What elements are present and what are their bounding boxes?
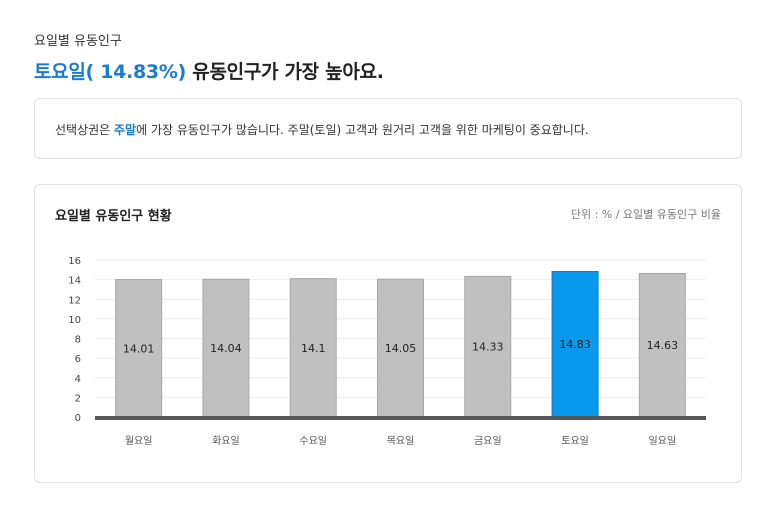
bar [115,279,163,418]
bar-value-label: 14.83 [559,338,591,351]
bar-value-label: 14.1 [301,342,326,355]
y-tick-label: 0 [75,413,81,424]
x-axis-baseline [95,416,706,420]
chart-title: 요일별 유동인구 현황 [55,209,172,224]
bar-value-label: 14.04 [210,342,242,355]
summary-highlight: 주말 [114,123,137,137]
bar [377,278,424,418]
bar-value-label: 14.63 [647,339,679,352]
chart-unit-label: 단위 : % / 요일별 유동인구 비율 [570,208,721,221]
bar-value-label: 14.33 [472,341,504,354]
bar [202,278,250,418]
x-category-label: 목요일 [387,435,415,447]
page-headline: 토요일( 14.83%) 유동인구가 가장 높아요. [34,57,384,84]
bar-value-label: 14.01 [123,342,155,355]
y-tick-label: 14 [68,276,81,287]
section-label: 요일별 유동인구 [34,34,122,49]
chart-card: 요일별 유동인구 현황 단위 : % / 요일별 유동인구 비율 0 2 4 6 8 10… [34,184,742,483]
headline-rest: 유동인구가 가장 높아요. [185,61,384,83]
y-tick-label: 16 [68,256,81,267]
x-category-label: 수요일 [299,435,327,447]
bar-value-label: 14.05 [385,342,417,355]
headline-highlight: 토요일( 14.83%) [34,61,186,83]
x-category-label: 월요일 [125,435,153,447]
bar [464,275,512,418]
y-tick-label: 4 [75,374,81,385]
y-tick-label: 2 [75,393,81,404]
x-category-label: 일요일 [649,435,677,447]
y-tick-label: 12 [68,295,81,306]
summary-card: 선택상권은 주말에 가장 유동인구가 많습니다. 주말(토일) 고객과 원거리 … [34,98,742,159]
summary-text: 선택상권은 주말에 가장 유동인구가 많습니다. 주말(토일) 고객과 원거리 … [55,121,589,138]
x-category-label: 금요일 [474,435,502,447]
summary-pre: 선택상권은 [55,123,115,137]
x-category-label: 화요일 [212,435,240,447]
bar [638,272,686,418]
bar-highlight [551,270,599,418]
x-category-label: 토요일 [561,435,589,447]
bar [289,278,337,418]
y-tick-label: 6 [75,354,81,365]
y-tick-label: 8 [75,335,81,346]
bar-chart: 0 2 4 6 8 10 12 14 16 14.01 월요일 14.04 화요일 14.1 수요일 14.0… [68,256,706,447]
summary-post: 에 가장 유동인구가 많습니다. 주말(토일) 고객과 원거리 고객을 위한 마… [136,123,589,137]
y-tick-label: 10 [68,315,81,326]
